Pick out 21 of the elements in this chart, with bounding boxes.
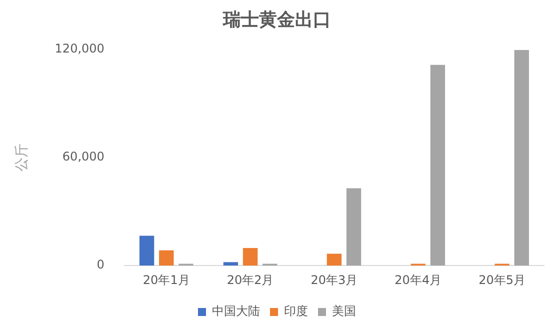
x-tick-label: 20年2月 [226, 272, 274, 287]
legend-label: 印度 [284, 304, 308, 318]
bar [159, 250, 174, 266]
legend-label: 美国 [332, 304, 356, 318]
x-tick-label: 20年4月 [394, 272, 442, 287]
bar [346, 188, 362, 266]
chart-title: 瑞士黄金出口 [222, 9, 331, 30]
bar [139, 236, 154, 266]
bar [242, 248, 258, 266]
x-tick-label: 20年3月 [310, 272, 358, 287]
x-tick-label: 20年1月 [142, 272, 190, 287]
y-tick-label: 0 [96, 258, 104, 272]
y-tick-label: 120,000 [54, 42, 104, 56]
y-axis-title: 公斤 [14, 144, 30, 172]
legend-label: 中国大陆 [212, 304, 260, 318]
bar [514, 50, 529, 266]
bar [223, 262, 238, 266]
y-tick-label: 60,000 [62, 150, 104, 164]
bar [430, 64, 446, 266]
bar [326, 254, 342, 266]
x-tick-label: 20年5月 [478, 272, 526, 287]
